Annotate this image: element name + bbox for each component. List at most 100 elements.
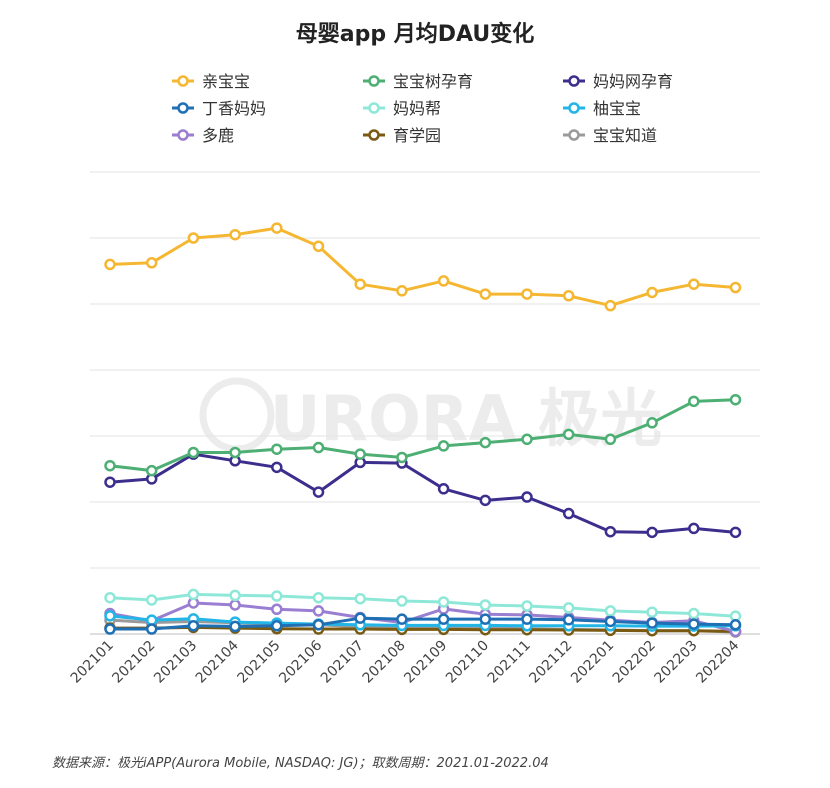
data-point [521, 613, 533, 625]
series [104, 612, 742, 635]
x-tick-label: 202111 [485, 638, 534, 687]
x-tick-label: 202112 [526, 638, 575, 687]
legend-label: 亲宝宝 [202, 72, 250, 91]
series-line [109, 226, 736, 308]
data-point [688, 522, 700, 535]
legend-item: 多鹿 [172, 126, 234, 145]
data-point [604, 605, 617, 617]
x-tick-label: 202108 [360, 638, 409, 687]
data-point [646, 526, 658, 539]
data-point [479, 288, 492, 300]
data-point [604, 525, 617, 538]
series-line [109, 614, 736, 628]
data-point [104, 258, 116, 271]
data-point [604, 615, 617, 628]
legend-label: 多鹿 [202, 126, 234, 145]
data-point [646, 617, 658, 629]
data-point [437, 596, 450, 608]
legend-swatch-marker [177, 102, 189, 114]
data-point [354, 592, 366, 605]
data-point [229, 589, 241, 602]
data-point [479, 613, 492, 625]
data-point [271, 443, 283, 455]
x-tick-label: 202204 [693, 637, 742, 686]
data-point [312, 441, 325, 454]
legend-label: 妈妈帮 [393, 99, 441, 118]
data-point [396, 613, 408, 625]
data-point [396, 285, 408, 297]
x-tick-label: 202109 [401, 638, 450, 687]
data-point [271, 590, 283, 602]
legend-item: 妈妈帮 [363, 99, 441, 118]
data-point [437, 440, 450, 452]
x-tick-label: 202202 [610, 638, 659, 687]
x-tick-label: 202107 [318, 638, 367, 687]
data-point [688, 395, 700, 408]
data-point [104, 591, 116, 604]
x-tick-label: 202102 [109, 638, 158, 687]
x-tick-label: 202110 [443, 638, 492, 687]
x-axis: 2021012021022021032021042021052021062021… [68, 637, 743, 686]
legend-label: 宝宝树孕育 [393, 72, 473, 91]
series-line [110, 616, 736, 631]
data-point [312, 240, 325, 252]
data-point [521, 491, 533, 503]
data-point [521, 600, 533, 612]
legend-item: 妈妈网孕育 [563, 72, 673, 91]
data-point [437, 275, 450, 287]
data-point [437, 483, 450, 495]
legend-label: 育学园 [393, 126, 441, 145]
data-point [145, 464, 158, 477]
watermark-logo-icon [199, 377, 275, 453]
data-point [562, 290, 575, 302]
data-point [145, 594, 158, 606]
data-point [145, 614, 158, 626]
series-line [109, 398, 736, 473]
data-point [229, 620, 241, 633]
chart-title: 母婴app 月均DAU变化 [295, 22, 535, 47]
x-tick-label: 202101 [68, 638, 117, 687]
series-layer [104, 222, 742, 638]
data-point [312, 486, 325, 498]
x-tick-label: 202203 [652, 638, 701, 687]
series [104, 588, 742, 622]
data-point [604, 433, 617, 446]
x-tick-label: 202105 [235, 638, 284, 687]
data-point [312, 591, 325, 604]
series [104, 393, 742, 477]
data-point [562, 507, 575, 520]
data-point [104, 476, 116, 488]
legend-swatch-marker [177, 75, 189, 87]
grid [90, 171, 760, 635]
data-point [104, 459, 116, 472]
data-point [229, 446, 241, 459]
data-point [187, 446, 200, 459]
legend-item: 柚宝宝 [563, 99, 641, 118]
data-point [479, 494, 492, 507]
data-point [104, 623, 116, 635]
legend-item: 育学园 [363, 126, 441, 145]
legend-label: 妈妈网孕育 [593, 72, 673, 91]
data-point [479, 436, 492, 449]
data-point [562, 614, 575, 626]
legend-swatch-marker [368, 129, 380, 141]
data-point [646, 606, 658, 618]
x-tick-label: 202103 [151, 638, 200, 687]
data-point [521, 433, 533, 446]
legend-swatch-marker [568, 102, 580, 114]
data-point [312, 619, 325, 631]
data-point [145, 623, 158, 635]
legend-item: 亲宝宝 [172, 72, 250, 91]
data-point [688, 278, 700, 290]
data-point [729, 281, 742, 294]
legend-swatch-marker [368, 102, 380, 114]
legend-item: 宝宝树孕育 [363, 72, 473, 91]
data-point [562, 602, 575, 614]
data-point [271, 461, 283, 474]
data-point [562, 428, 575, 441]
series [104, 222, 742, 312]
series-line [109, 452, 736, 534]
series [104, 448, 742, 539]
